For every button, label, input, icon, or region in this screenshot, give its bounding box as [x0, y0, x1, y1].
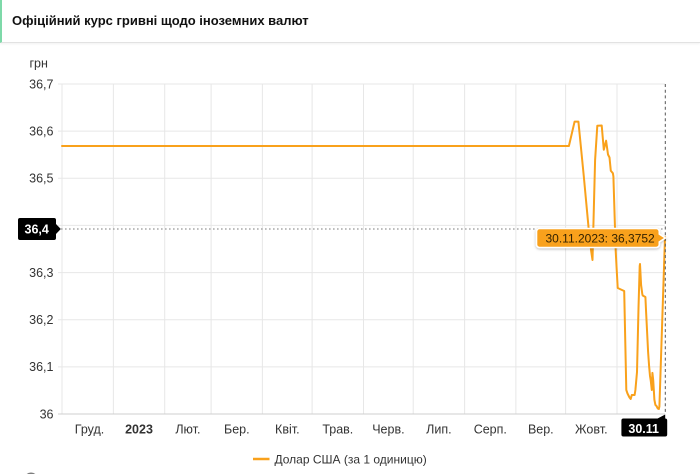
svg-text:36,3: 36,3	[29, 266, 53, 280]
svg-text:Трав.: Трав.	[322, 423, 353, 437]
svg-text:36,2: 36,2	[29, 313, 53, 327]
svg-text:30.11.2023: 36,3752: 30.11.2023: 36,3752	[546, 231, 656, 245]
svg-text:2023: 2023	[125, 423, 153, 437]
svg-text:Лют.: Лют.	[175, 423, 200, 437]
svg-text:Лип.: Лип.	[426, 423, 451, 437]
svg-text:36,4: 36,4	[25, 222, 49, 236]
svg-text:грн: грн	[30, 57, 49, 71]
svg-text:Бер.: Бер.	[224, 423, 250, 437]
svg-text:Долар США (за 1 одиницю): Долар США (за 1 одиницю)	[275, 453, 427, 467]
svg-text:Серп.: Серп.	[474, 423, 507, 437]
svg-text:Квіт.: Квіт.	[275, 423, 300, 437]
svg-text:Черв.: Черв.	[372, 423, 404, 437]
svg-text:Вер.: Вер.	[528, 423, 554, 437]
svg-text:36,1: 36,1	[29, 360, 53, 374]
svg-text:36,5: 36,5	[29, 172, 53, 186]
svg-text:Жовт.: Жовт.	[575, 423, 608, 437]
svg-text:36,7: 36,7	[29, 77, 53, 91]
svg-text:30.11: 30.11	[628, 422, 659, 436]
svg-text:Груд.: Груд.	[75, 423, 104, 437]
svg-text:36: 36	[40, 407, 54, 421]
svg-text:36,6: 36,6	[29, 125, 53, 139]
